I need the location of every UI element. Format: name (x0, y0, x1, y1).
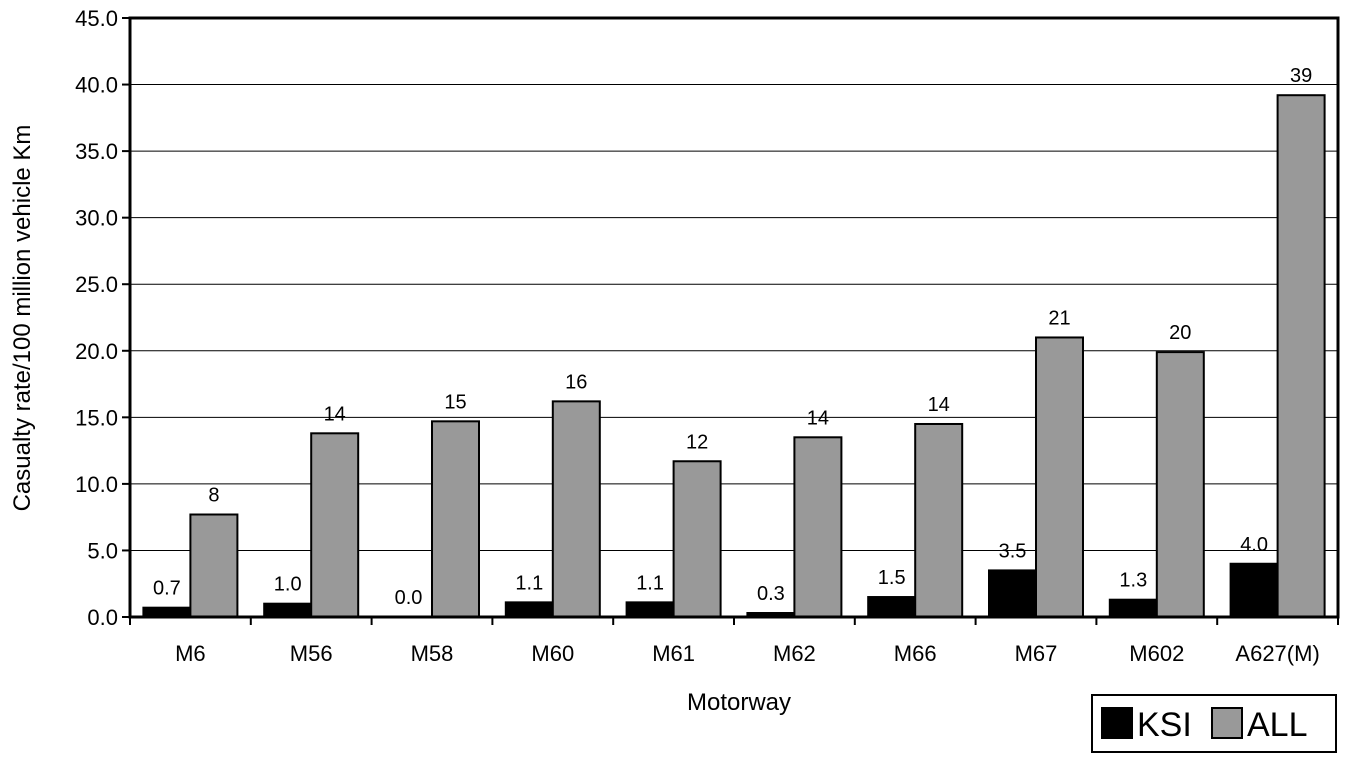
bar-all-a627m (1276, 94, 1326, 618)
x-tick-label: M67 (1015, 641, 1058, 666)
data-label-all: 16 (565, 371, 587, 393)
data-label-all: 12 (686, 431, 708, 453)
bar-all-m67 (1035, 336, 1084, 618)
data-label-ksi: 1.3 (1119, 570, 1147, 592)
y-axis-ticks: 0.0 5.0 10.0 15.0 20.0 25.0 30.0 35.0 40.0 45.0 (75, 6, 130, 630)
bar-all-m61 (672, 460, 722, 619)
y-tick-label: 30.0 (75, 206, 118, 231)
y-tick-label: 40.0 (75, 73, 118, 98)
bars (142, 94, 1326, 619)
x-axis-title: Motorway (687, 689, 791, 716)
bar-ksi-m56 (263, 602, 313, 619)
bar-ksi-m602 (1108, 598, 1158, 619)
x-tick-label: M602 (1129, 641, 1184, 666)
bar-ksi-a627m (1229, 562, 1279, 618)
legend-label-all: ALL (1247, 706, 1308, 744)
x-tick-label: M62 (773, 641, 816, 666)
legend-label-ksi: KSI (1137, 706, 1192, 744)
bar-all-m602 (1155, 351, 1205, 618)
x-axis-ticks: M6 M56 M58 M60 M61 M62 M66 M67 M602 A627(M) (129, 617, 1339, 666)
x-tick-label: M66 (894, 641, 937, 666)
y-axis-title: Casualty rate/100 million vehicle Km (9, 125, 36, 512)
data-label-all: 14 (928, 394, 950, 416)
x-tick-label: M61 (652, 641, 695, 666)
bar-all-m6 (189, 513, 239, 619)
legend-swatch-all (1211, 707, 1243, 739)
bar-all-m58 (431, 420, 480, 618)
data-label-ksi: 4.0 (1240, 534, 1268, 556)
data-label-ksi: 1.5 (878, 567, 906, 589)
bar-ksi-m61 (625, 601, 675, 619)
bar-ksi-m66 (867, 596, 917, 618)
y-tick-label: 0.0 (87, 605, 118, 630)
legend: KSI ALL (1091, 694, 1337, 753)
x-tick-label: M58 (411, 641, 454, 666)
bar-all-m62 (793, 436, 843, 618)
data-label-ksi: 0.7 (153, 578, 181, 600)
x-tick-label: A627(M) (1235, 641, 1319, 666)
data-label-all: 8 (208, 485, 219, 507)
data-labels: 0.7 8 1.0 14 0.0 15 1.1 16 1.1 12 0.3 14 1.5 14 3.5 21 1… (153, 65, 1312, 609)
y-tick-label: 20.0 (75, 339, 118, 364)
y-tick-label: 15.0 (75, 405, 118, 430)
x-tick-label: M56 (290, 641, 333, 666)
y-tick-label: 10.0 (75, 472, 118, 497)
bar-all-m60 (551, 400, 601, 618)
data-label-ksi: 1.1 (636, 572, 664, 594)
y-tick-label: 5.0 (87, 538, 118, 563)
data-label-all: 20 (1169, 322, 1191, 344)
data-label-all: 21 (1048, 307, 1070, 329)
data-label-ksi: 0.3 (757, 583, 785, 605)
bar-all-m56 (310, 432, 360, 618)
data-label-ksi: 1.1 (515, 572, 543, 594)
bar-ksi-m60 (504, 601, 554, 619)
x-tick-label: M6 (175, 641, 206, 666)
bar-all-m66 (914, 422, 964, 618)
data-label-all: 14 (324, 403, 346, 425)
data-label-all: 15 (444, 391, 466, 413)
y-tick-label: 35.0 (75, 139, 118, 164)
data-label-ksi: 1.0 (274, 574, 302, 596)
data-label-all: 14 (807, 407, 829, 429)
legend-swatch-ksi (1101, 707, 1133, 739)
x-tick-label: M60 (531, 641, 574, 666)
data-label-ksi: 0.0 (395, 587, 423, 609)
y-tick-label: 25.0 (75, 272, 118, 297)
bar-ksi-m67 (988, 569, 1037, 619)
y-tick-label: 45.0 (75, 6, 118, 31)
data-label-ksi: 3.5 (999, 540, 1027, 562)
data-label-all: 39 (1290, 65, 1312, 87)
